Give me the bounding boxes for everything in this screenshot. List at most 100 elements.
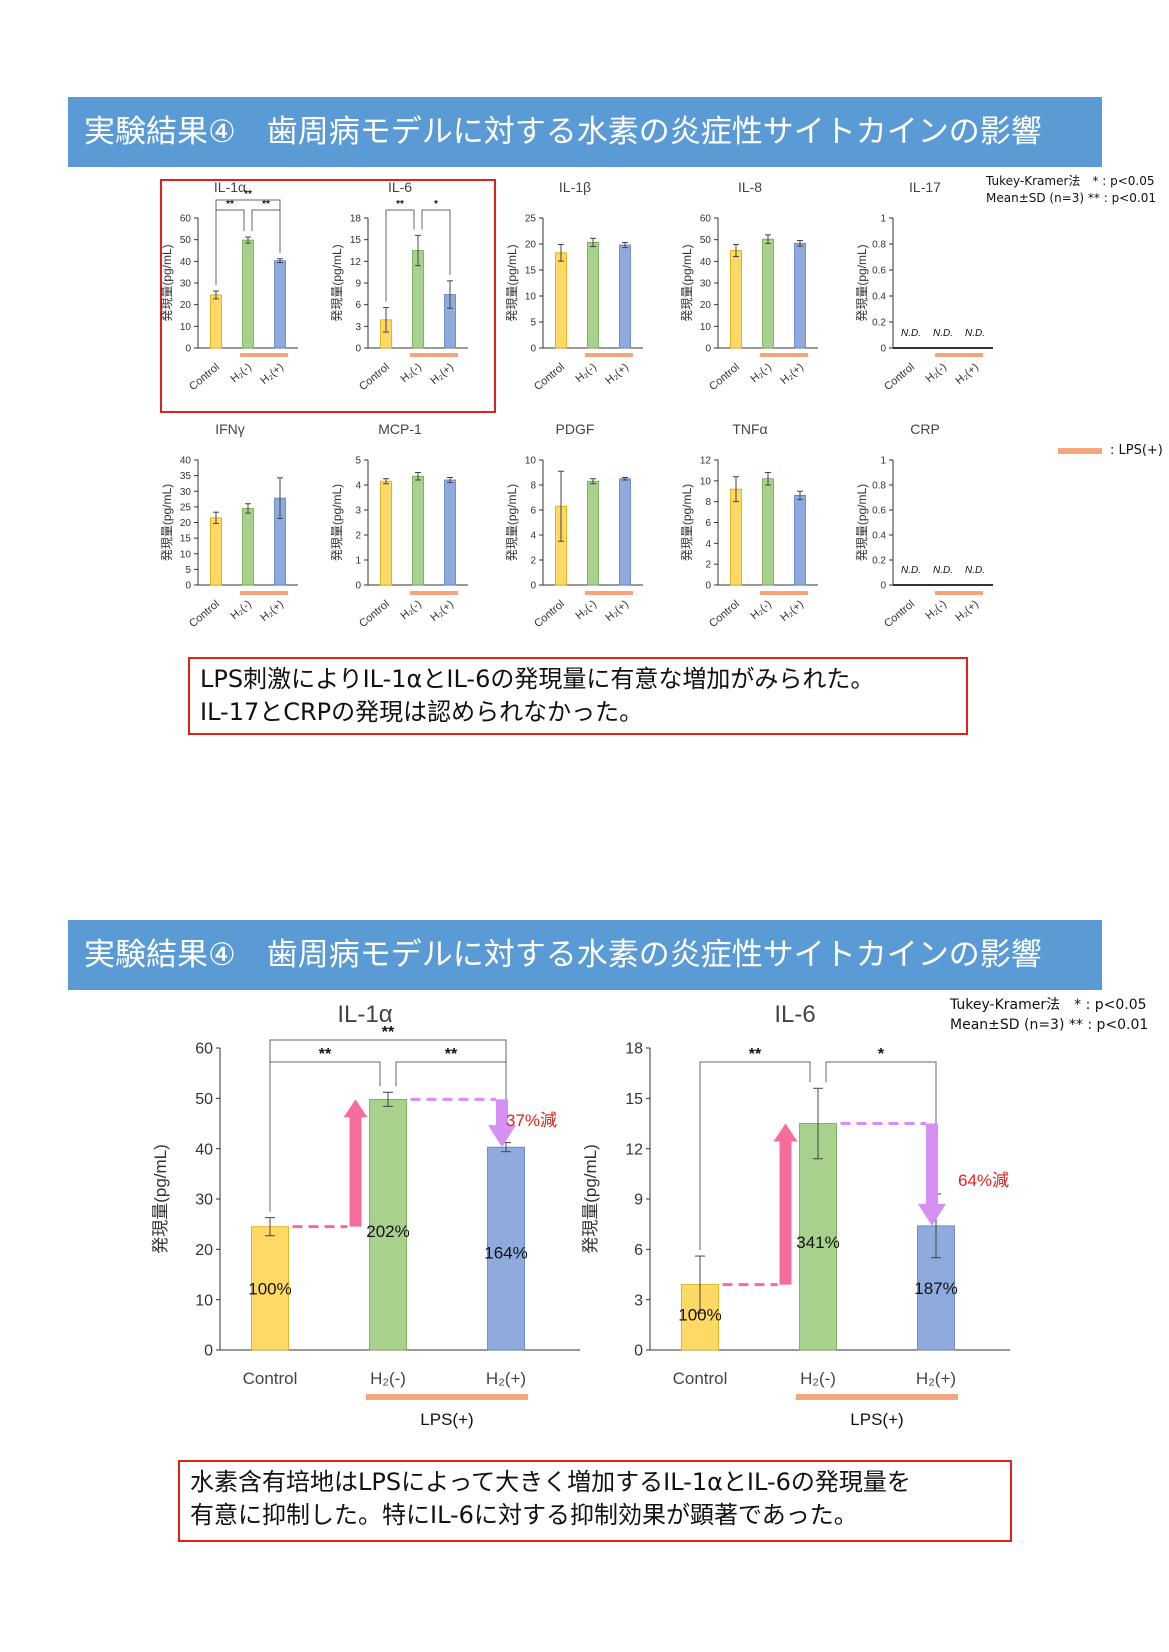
bar-percent-label: 100%: [678, 1306, 721, 1325]
y-tick-label: 0.6: [872, 506, 886, 517]
y-tick-label: 20: [525, 240, 537, 251]
y-tick-label: 40: [180, 456, 192, 467]
y-tick-label: 60: [700, 214, 712, 225]
bar: [619, 478, 631, 586]
category-label: H₂(-): [398, 598, 423, 622]
category-label: Control: [882, 598, 917, 630]
y-tick-label: 6: [355, 300, 361, 311]
y-tick-label: 0.2: [872, 318, 886, 329]
y-tick-label: 6: [634, 1242, 643, 1259]
y-tick-label: 30: [700, 279, 712, 290]
chart-il-17-small: IL-17 発現量(pg/mL) 0 0.2 0.4 0.6 0.8 1 N.D. N.D. N.D…: [855, 179, 993, 393]
chart-title: CRP: [910, 421, 940, 437]
increase-arrow: [343, 1099, 368, 1227]
y-axis-label: 発現量(pg/mL): [680, 244, 694, 321]
bar: [412, 475, 424, 586]
reduction-arrow: [918, 1123, 946, 1226]
y-tick-label: 8: [705, 497, 711, 508]
y-tick-label: 15: [525, 266, 537, 277]
y-axis-label: 発現量(pg/mL): [330, 484, 344, 561]
y-tick-label: 40: [180, 257, 192, 268]
chart-mcp-1-small: MCP-1 発現量(pg/mL) 0 1 2 3 4 5 Control H₂(-) H₂(+): [330, 421, 468, 630]
category-label: H₂(+): [778, 598, 806, 624]
stat-note-line-2: Mean±SD (n=3) ** : p<0.01: [950, 1017, 1149, 1033]
chart-title: IL-1β: [559, 179, 591, 195]
category-label: H₂(+): [603, 361, 631, 387]
category-label: Control: [707, 598, 742, 630]
category-label: H₂(-): [923, 361, 948, 385]
y-tick-label: 2: [530, 556, 536, 567]
chart-tnfa-small: TNFα 発現量(pg/mL) 0 2 4 6 8 10 12 Control H₂(-) H₂(+): [680, 421, 818, 630]
category-label: H₂(+): [916, 1369, 956, 1388]
y-tick-label: 0.6: [872, 266, 886, 277]
bar: [444, 479, 456, 586]
lps-legend: : LPS(+): [1058, 443, 1163, 458]
category-label: H₂(-): [228, 598, 253, 622]
y-tick-label: 5: [185, 565, 191, 576]
category-label: H₂(+): [258, 361, 286, 387]
significance-label: **: [226, 199, 234, 210]
y-tick-label: 35: [180, 471, 192, 482]
significance-bracket: [269, 1039, 507, 1212]
stat-note-line-1: Tukey-Kramer法 * : p<0.05: [986, 174, 1155, 188]
y-tick-label: 15: [350, 235, 362, 246]
chart-title: IL-1α: [337, 1001, 392, 1028]
y-tick-label: 0: [530, 581, 536, 592]
bar: [274, 260, 286, 349]
significance-bracket: [699, 1061, 811, 1251]
category-label: Control: [357, 598, 392, 630]
category-label: H₂(+): [428, 361, 456, 387]
y-tick-label: 10: [180, 549, 192, 560]
reduction-label: 37%減: [506, 1111, 557, 1130]
bar-percent-label: 164%: [484, 1244, 527, 1263]
y-tick-label: 1: [880, 214, 886, 225]
y-tick-label: 0: [880, 581, 886, 592]
chart-il-6-large: IL-6 発現量(pg/mL) 0 3 6 9 12 15 18 100% 341% 187% Cont…: [581, 1001, 1010, 1429]
y-tick-label: 10: [180, 322, 192, 333]
y-tick-label: 1: [880, 456, 886, 467]
reduction-arrow: [488, 1099, 516, 1148]
bar-percent-label: 341%: [796, 1233, 839, 1252]
bar: [210, 294, 222, 349]
y-axis-label: 発現量(pg/mL): [505, 484, 519, 561]
significance-bracket: [421, 209, 451, 275]
y-tick-label: 60: [195, 1041, 213, 1058]
y-tick-label: 25: [180, 502, 192, 513]
y-tick-label: 20: [180, 300, 192, 311]
category-label: H₂(-): [370, 1369, 406, 1388]
significance-bracket: [385, 209, 415, 302]
bar: [762, 238, 774, 349]
chart-title: TNFα: [732, 421, 767, 437]
section1-banner: 実験結果④ 歯周病モデルに対する水素の炎症性サイトカインの影響: [68, 97, 1102, 167]
bar-percent-label: 100%: [248, 1280, 291, 1299]
conclusion-line-2: 有意に抑制した。特にIL-6に対する抑制効果が顕著であった。: [190, 1501, 858, 1529]
conclusion-line-1: 水素含有培地はLPSによって大きく増加するIL-1αとIL-6の発現量を: [190, 1468, 911, 1496]
y-tick-label: 3: [634, 1292, 643, 1309]
y-tick-label: 0: [185, 581, 191, 592]
category-label: Control: [673, 1369, 728, 1388]
bar: [587, 242, 599, 349]
lps-label: LPS(+): [850, 1410, 903, 1429]
y-tick-label: 10: [525, 292, 537, 303]
y-tick-label: 4: [355, 481, 361, 492]
nd-label: N.D.: [901, 328, 921, 339]
section1-title: 実験結果④ 歯周病モデルに対する水素の炎症性サイトカインの影響: [84, 114, 1042, 150]
significance-label: **: [749, 1046, 762, 1063]
category-label: H₂(-): [398, 361, 423, 385]
bar: [794, 242, 806, 349]
bar: [794, 495, 806, 586]
nd-label: N.D.: [933, 565, 953, 576]
significance-bracket: [215, 199, 281, 286]
highlight-box: [160, 179, 496, 413]
y-tick-label: 20: [700, 300, 712, 311]
bar: [799, 1123, 837, 1351]
y-tick-label: 4: [530, 531, 536, 542]
chart-title: PDGF: [556, 421, 595, 437]
conclusion-line-1: LPS刺激によりIL-1αとIL-6の発現量に有意な増加がみられた。: [200, 665, 875, 693]
category-label: H₂(+): [258, 598, 286, 624]
stat-note-line-2: Mean±SD (n=3) ** : p<0.01: [986, 191, 1156, 205]
bar: [380, 480, 392, 586]
lps-legend-swatch: [1058, 447, 1102, 454]
y-tick-label: 0.4: [872, 531, 886, 542]
category-label: H₂(-): [800, 1369, 836, 1388]
